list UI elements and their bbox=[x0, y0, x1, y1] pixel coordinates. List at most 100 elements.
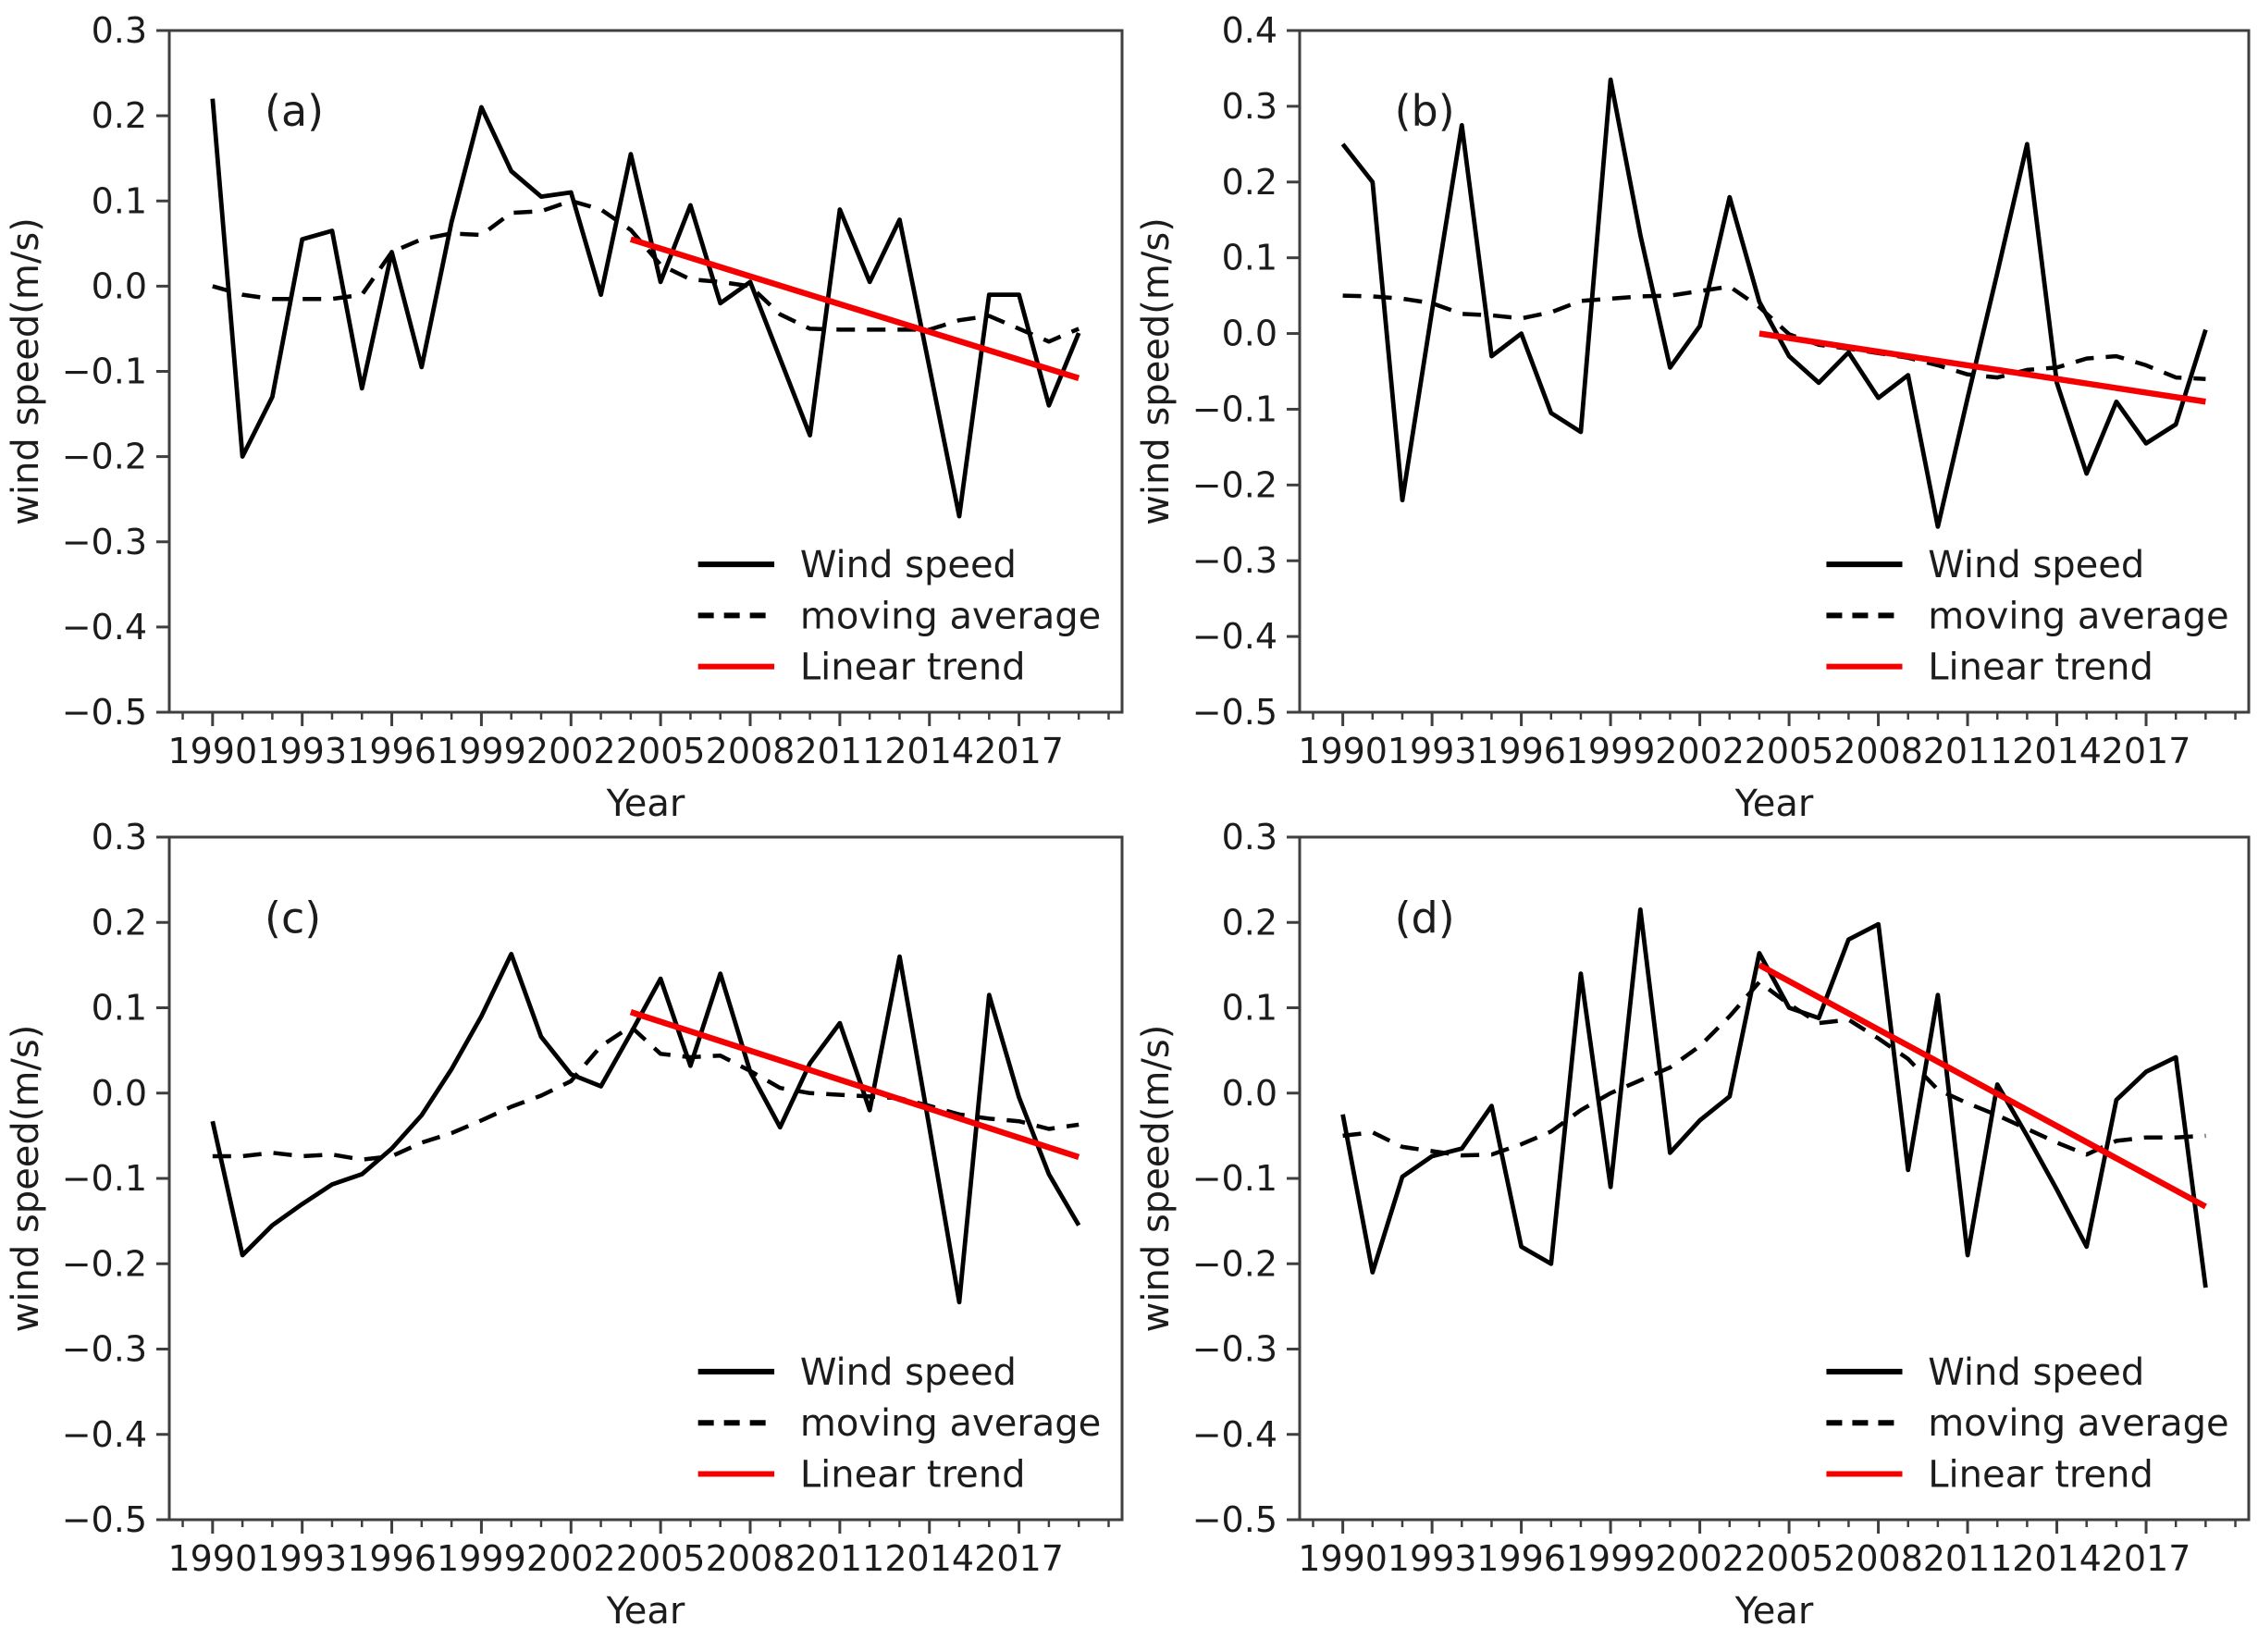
y-axis-title: wind speed(m/s) bbox=[5, 217, 47, 525]
x-tick-label: 1999 bbox=[437, 731, 526, 771]
x-tick-label: 2011 bbox=[1923, 731, 2013, 771]
panel-c: 0.3 0.2 0.1 0.0 −0.1 −0.2 −0.3 −0.4 −0.5 1990 1993… bbox=[5, 817, 1124, 1633]
x-tick-label: 2014 bbox=[884, 1538, 974, 1579]
x-tick-label: 2011 bbox=[796, 1538, 885, 1579]
y-tick-label: 0.1 bbox=[92, 988, 147, 1029]
x-tick-label: 2008 bbox=[706, 731, 796, 771]
x-tick-label: 1999 bbox=[1566, 731, 1656, 771]
y-tick-label: −0.2 bbox=[62, 1243, 147, 1284]
x-tick-label: 1996 bbox=[347, 1538, 437, 1579]
x-tick-label: 2017 bbox=[2102, 1538, 2191, 1579]
y-tick-label: 0.2 bbox=[92, 95, 147, 136]
y-tick-label: −0.1 bbox=[62, 351, 147, 392]
x-axis-title: Year bbox=[1734, 1590, 1814, 1633]
x-tick-label: 2008 bbox=[1833, 1538, 1923, 1579]
y-tick-label: −0.3 bbox=[1192, 540, 1277, 581]
legend-label: Linear trend bbox=[1928, 647, 2153, 689]
panel-d: 0.3 0.2 0.1 0.0 −0.1 −0.2 −0.3 −0.4 −0.5 1990 1993… bbox=[1135, 817, 2251, 1633]
x-tick-label: 2014 bbox=[2012, 731, 2102, 771]
y-tick-label: 0.1 bbox=[1222, 988, 1277, 1029]
x-tick-label: 2014 bbox=[884, 731, 974, 771]
x-tick-label: 2014 bbox=[2012, 1538, 2102, 1579]
x-tick-label: 1993 bbox=[1388, 1538, 1477, 1579]
x-tick-label: 1999 bbox=[1566, 1538, 1656, 1579]
x-tick-label: 2008 bbox=[1833, 731, 1923, 771]
y-tick-label: 0.3 bbox=[1222, 86, 1277, 127]
linear-trend-line-c bbox=[629, 1009, 1080, 1161]
y-tick-label: −0.3 bbox=[62, 1329, 147, 1370]
wind-speed-line-a bbox=[210, 98, 1081, 519]
y-tick-label: 0.0 bbox=[1222, 1073, 1277, 1114]
legend-item-moving-average: moving average bbox=[1826, 595, 2229, 637]
y-tick-label: −0.4 bbox=[1192, 616, 1277, 657]
y-tick-label: −0.5 bbox=[62, 692, 147, 733]
y-tick-label: −0.4 bbox=[62, 607, 147, 647]
legend-label: Linear trend bbox=[1928, 1454, 2153, 1497]
y-tick-label: 0.3 bbox=[92, 10, 147, 51]
y-tick-label: −0.2 bbox=[62, 437, 147, 477]
y-tick-label: 0.3 bbox=[92, 817, 147, 857]
linear-trend-line-b bbox=[1758, 330, 2206, 405]
legend-label: moving average bbox=[1928, 1402, 2228, 1445]
legend-label: Wind speed bbox=[800, 1351, 1017, 1394]
x-tick-label: 1993 bbox=[257, 731, 347, 771]
y-tick-label: −0.2 bbox=[1192, 1243, 1277, 1284]
y-axis-title: wind speed(m/s) bbox=[1135, 1025, 1178, 1333]
y-tick-label: 0.1 bbox=[1222, 238, 1277, 278]
x-tick-label: 2005 bbox=[616, 731, 706, 771]
x-tick-label: 1996 bbox=[347, 731, 437, 771]
y-axis-title: wind speed(m/s) bbox=[5, 1025, 47, 1333]
panel-letter-d: (d) bbox=[1395, 893, 1455, 943]
y-tick-label: 0.2 bbox=[1222, 162, 1277, 203]
x-tick-label: 2005 bbox=[1745, 731, 1834, 771]
x-tick-label: 2002 bbox=[1655, 1538, 1745, 1579]
legend-item-wind-speed: Wind speed bbox=[697, 1351, 1017, 1394]
y-tick-label: 0.2 bbox=[1222, 902, 1277, 943]
legend-item-linear-trend: Linear trend bbox=[1826, 1454, 2153, 1497]
y-tick-label: −0.2 bbox=[1192, 464, 1277, 505]
panel-a: 0.3 0.2 0.1 0.0 −0.1 −0.2 −0.3 −0.4 −0.5 1990 1993… bbox=[5, 10, 1124, 825]
x-tick-label: 1996 bbox=[1476, 1538, 1566, 1579]
y-tick-label: −0.5 bbox=[1192, 692, 1277, 733]
x-axis-title: Year bbox=[606, 783, 685, 825]
x-tick-label: 2017 bbox=[974, 1538, 1064, 1579]
y-tick-label: −0.1 bbox=[62, 1158, 147, 1199]
plot-box-b bbox=[1298, 29, 2251, 714]
y-tick-label: −0.5 bbox=[62, 1499, 147, 1540]
y-tick-label: −0.3 bbox=[1192, 1329, 1277, 1370]
x-tick-label: 2005 bbox=[1745, 1538, 1834, 1579]
legend-label: moving average bbox=[800, 595, 1101, 637]
moving-average-line-d bbox=[1342, 980, 2206, 1158]
legend-item-wind-speed: Wind speed bbox=[697, 544, 1017, 586]
legend-item-linear-trend: Linear trend bbox=[697, 647, 1026, 689]
legend-item-linear-trend: Linear trend bbox=[697, 1454, 1026, 1497]
moving-average-line-a bbox=[212, 198, 1080, 344]
legend-item-wind-speed: Wind speed bbox=[1826, 544, 2144, 586]
legend-label: Wind speed bbox=[800, 544, 1017, 586]
panel-letter-a: (a) bbox=[265, 86, 324, 136]
legend-label: Wind speed bbox=[1928, 544, 2144, 586]
linear-trend-line-a bbox=[629, 236, 1080, 381]
x-tick-label: 1999 bbox=[437, 1538, 526, 1579]
x-tick-label: 1990 bbox=[167, 1538, 257, 1579]
moving-average-line-b bbox=[1342, 284, 2206, 381]
legend-label: Linear trend bbox=[800, 1454, 1026, 1497]
x-tick-label: 1993 bbox=[1388, 731, 1477, 771]
y-tick-label: 0.3 bbox=[1222, 817, 1277, 857]
y-tick-label: 0.1 bbox=[92, 180, 147, 221]
y-tick-label: −0.3 bbox=[62, 522, 147, 562]
y-tick-label: −0.1 bbox=[1192, 1158, 1277, 1199]
legend-label: Linear trend bbox=[800, 647, 1026, 689]
legend-label: moving average bbox=[800, 1402, 1101, 1445]
x-tick-label: 1996 bbox=[1476, 731, 1566, 771]
legend-item-moving-average: moving average bbox=[697, 595, 1101, 637]
legend-item-moving-average: moving average bbox=[1826, 1402, 2229, 1445]
moving-average-line-c bbox=[212, 1024, 1080, 1162]
y-tick-label: 0.0 bbox=[92, 265, 147, 306]
y-axis-title: wind speed(m/s) bbox=[1135, 217, 1178, 525]
linear-trend-line-d bbox=[1758, 962, 2207, 1210]
x-tick-label: 2002 bbox=[526, 731, 616, 771]
x-axis-title: Year bbox=[606, 1590, 685, 1633]
